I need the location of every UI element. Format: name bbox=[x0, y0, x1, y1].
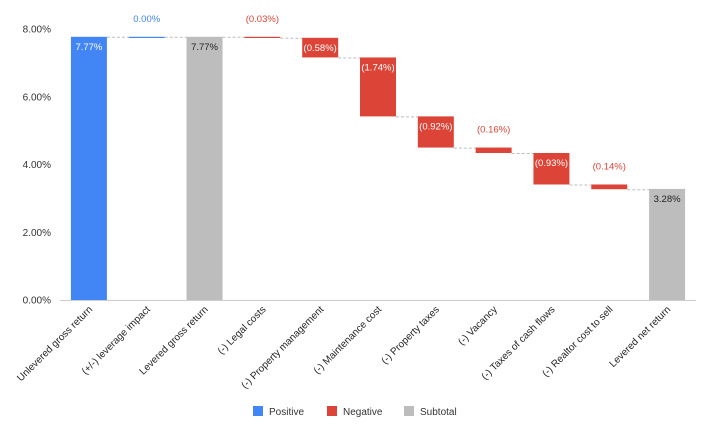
bar-negative bbox=[302, 37, 339, 58]
bar-subtotal bbox=[649, 188, 686, 300]
y-tick-label: 8.00% bbox=[23, 25, 51, 36]
x-tick-label: (-) Property taxes bbox=[380, 304, 442, 366]
data-label: 0.00% bbox=[133, 14, 160, 25]
data-label: 3.28% bbox=[654, 194, 681, 205]
data-label: (0.03%) bbox=[246, 14, 279, 25]
legend-swatch bbox=[404, 406, 414, 416]
legend-label: Negative bbox=[343, 407, 383, 418]
data-label: 7.77% bbox=[75, 42, 102, 53]
bar-negative bbox=[244, 36, 281, 38]
legend-swatch bbox=[253, 406, 263, 416]
data-label: (0.58%) bbox=[304, 43, 337, 54]
y-tick-label: 2.00% bbox=[23, 228, 51, 239]
legend-swatch bbox=[327, 406, 337, 416]
bar-negative bbox=[591, 184, 628, 190]
data-label: (0.16%) bbox=[477, 125, 510, 136]
bar-subtotal bbox=[70, 36, 107, 300]
legend: Positive Negative Subtotal bbox=[253, 406, 457, 418]
y-axis: 0.00% 2.00% 4.00% 6.00% 8.00% bbox=[23, 25, 696, 307]
y-tick-label: 6.00% bbox=[23, 92, 51, 103]
y-tick-label: 0.00% bbox=[23, 296, 51, 307]
bars bbox=[70, 36, 686, 300]
data-label: (1.74%) bbox=[361, 62, 394, 73]
bar-negative bbox=[533, 152, 570, 185]
bar-positive bbox=[128, 36, 165, 38]
legend-label: Positive bbox=[269, 407, 304, 418]
x-tick-label: Levered net return bbox=[608, 304, 674, 370]
x-tick-label: (-) Legal costs bbox=[216, 304, 269, 357]
bar-subtotal bbox=[186, 36, 223, 300]
x-tick-label: (-) Vacancy bbox=[456, 304, 499, 347]
connector-lines bbox=[106, 36, 650, 191]
data-label: (0.92%) bbox=[419, 121, 452, 132]
data-label: (0.14%) bbox=[593, 161, 626, 172]
data-label: (0.93%) bbox=[535, 158, 568, 169]
x-axis: Unlevered gross return(+/-) leverage imp… bbox=[15, 304, 673, 391]
bar-negative bbox=[417, 116, 454, 148]
data-labels: 7.77% 0.00% 7.77% (0.03%) (0.58%) (1.74%) (0.9… bbox=[75, 14, 681, 205]
legend-label: Subtotal bbox=[420, 407, 457, 418]
bar-negative bbox=[360, 57, 396, 117]
bar-negative bbox=[475, 147, 512, 153]
data-label: 7.77% bbox=[191, 42, 218, 53]
y-tick-label: 4.00% bbox=[23, 160, 51, 171]
